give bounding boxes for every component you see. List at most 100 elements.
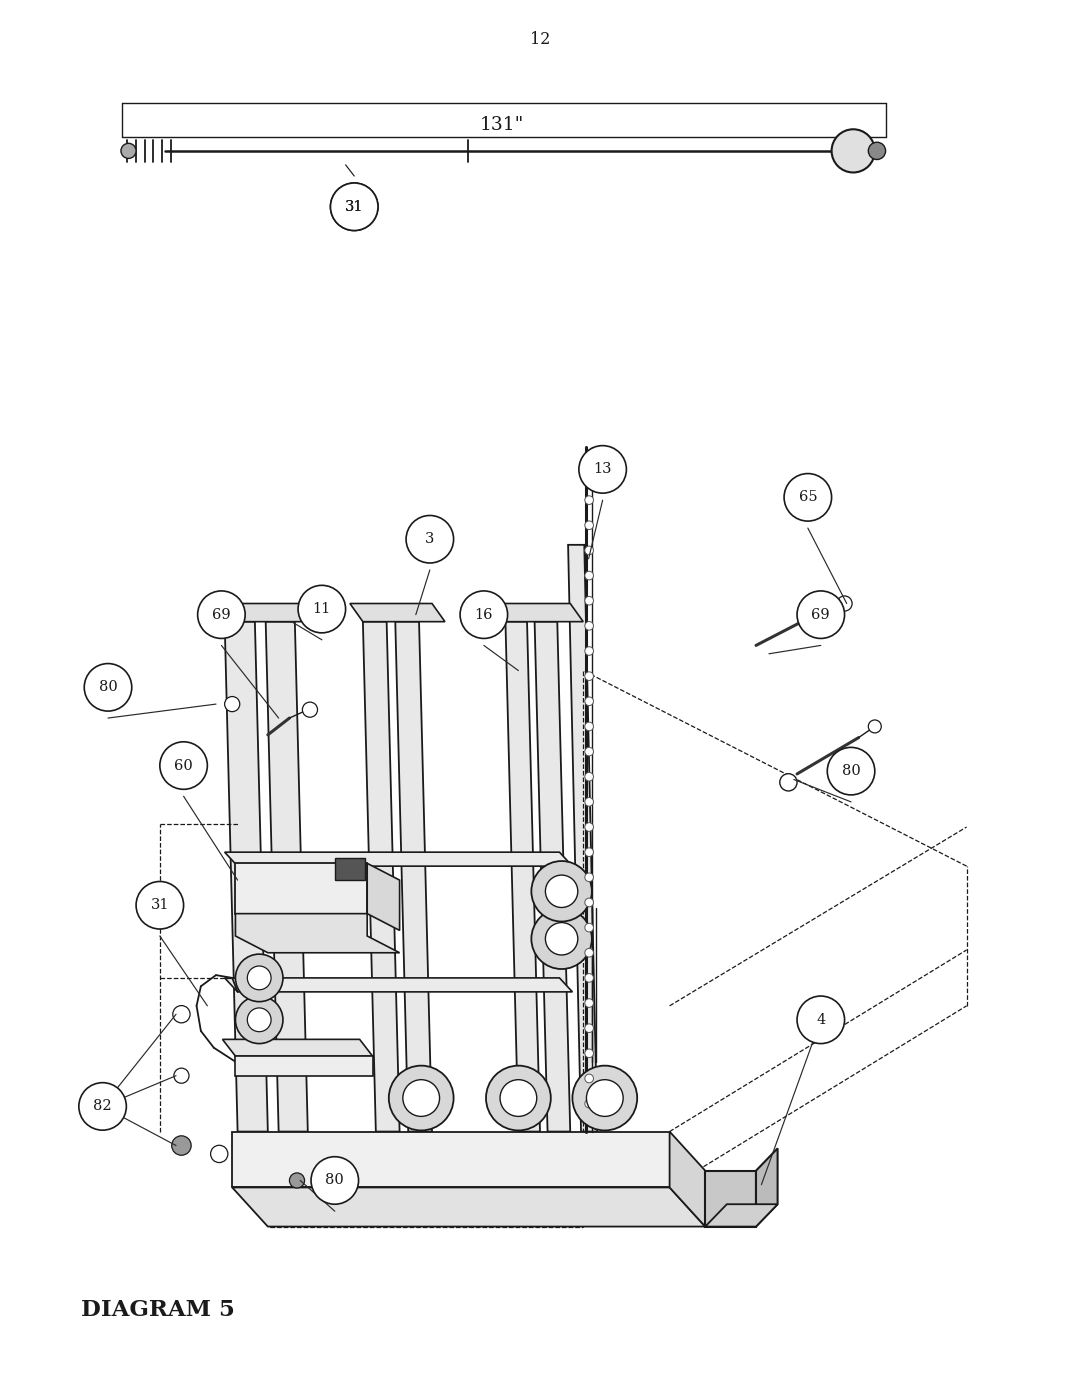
Circle shape xyxy=(780,774,797,791)
Circle shape xyxy=(84,664,132,711)
Circle shape xyxy=(827,747,875,795)
Text: 131": 131" xyxy=(480,116,525,134)
Circle shape xyxy=(585,1074,594,1083)
Circle shape xyxy=(585,1024,594,1032)
Circle shape xyxy=(545,922,578,956)
Circle shape xyxy=(585,974,594,982)
Circle shape xyxy=(585,471,594,479)
Circle shape xyxy=(289,1173,305,1187)
Polygon shape xyxy=(705,1204,778,1227)
Circle shape xyxy=(486,1066,551,1130)
Circle shape xyxy=(235,954,283,1002)
Circle shape xyxy=(572,1066,637,1130)
Circle shape xyxy=(585,1099,594,1108)
Circle shape xyxy=(585,622,594,630)
Circle shape xyxy=(586,1080,623,1116)
Text: 31: 31 xyxy=(150,898,170,912)
Text: 69: 69 xyxy=(811,608,831,622)
Polygon shape xyxy=(235,863,367,914)
Circle shape xyxy=(403,1080,440,1116)
Circle shape xyxy=(585,773,594,781)
Circle shape xyxy=(500,1080,537,1116)
Polygon shape xyxy=(225,978,572,992)
Circle shape xyxy=(389,1066,454,1130)
Circle shape xyxy=(585,722,594,731)
Circle shape xyxy=(585,496,594,504)
Polygon shape xyxy=(335,858,365,880)
Circle shape xyxy=(832,130,875,172)
Polygon shape xyxy=(232,1132,670,1187)
Circle shape xyxy=(311,1157,359,1204)
Polygon shape xyxy=(492,604,583,622)
Polygon shape xyxy=(222,1039,373,1056)
Text: 65: 65 xyxy=(798,490,818,504)
Circle shape xyxy=(585,647,594,655)
Polygon shape xyxy=(535,622,570,1132)
Text: 80: 80 xyxy=(98,680,118,694)
Polygon shape xyxy=(232,1187,705,1227)
Circle shape xyxy=(868,142,886,159)
Circle shape xyxy=(784,474,832,521)
Polygon shape xyxy=(266,622,308,1132)
Circle shape xyxy=(302,703,318,717)
Text: 16: 16 xyxy=(474,608,494,622)
Circle shape xyxy=(298,585,346,633)
Text: 60: 60 xyxy=(174,759,193,773)
Polygon shape xyxy=(350,604,445,622)
Circle shape xyxy=(579,446,626,493)
Circle shape xyxy=(330,183,378,231)
Text: 31: 31 xyxy=(345,200,364,214)
Circle shape xyxy=(173,1006,190,1023)
Polygon shape xyxy=(568,545,597,1132)
Circle shape xyxy=(172,1136,191,1155)
Circle shape xyxy=(585,923,594,932)
Circle shape xyxy=(545,875,578,908)
Polygon shape xyxy=(225,852,572,866)
Circle shape xyxy=(585,898,594,907)
Polygon shape xyxy=(505,622,540,1132)
Text: 82: 82 xyxy=(93,1099,112,1113)
Circle shape xyxy=(585,848,594,856)
Circle shape xyxy=(797,591,845,638)
Circle shape xyxy=(460,591,508,638)
Circle shape xyxy=(868,719,881,733)
Circle shape xyxy=(198,591,245,638)
Circle shape xyxy=(160,742,207,789)
Polygon shape xyxy=(211,604,322,622)
Circle shape xyxy=(531,908,592,970)
Circle shape xyxy=(211,1146,228,1162)
Circle shape xyxy=(585,546,594,555)
Text: 31: 31 xyxy=(345,200,364,214)
Text: 3: 3 xyxy=(426,532,434,546)
Text: 69: 69 xyxy=(212,608,231,622)
Circle shape xyxy=(79,1083,126,1130)
Circle shape xyxy=(585,697,594,705)
Circle shape xyxy=(136,882,184,929)
Circle shape xyxy=(235,996,283,1044)
Circle shape xyxy=(585,571,594,580)
Circle shape xyxy=(585,949,594,957)
Polygon shape xyxy=(367,863,400,930)
Text: 13: 13 xyxy=(593,462,612,476)
Circle shape xyxy=(837,597,852,610)
Text: 4: 4 xyxy=(816,1013,825,1027)
Polygon shape xyxy=(705,1171,756,1227)
Circle shape xyxy=(585,1049,594,1058)
Circle shape xyxy=(585,521,594,529)
Circle shape xyxy=(247,965,271,990)
Text: 80: 80 xyxy=(841,764,861,778)
Circle shape xyxy=(797,996,845,1044)
Circle shape xyxy=(585,747,594,756)
Circle shape xyxy=(585,873,594,882)
Polygon shape xyxy=(235,914,400,953)
Polygon shape xyxy=(235,1056,373,1076)
Circle shape xyxy=(406,515,454,563)
Circle shape xyxy=(330,183,378,231)
Polygon shape xyxy=(395,622,432,1132)
Text: DIAGRAM 5: DIAGRAM 5 xyxy=(81,1299,234,1322)
Text: 12: 12 xyxy=(530,31,550,47)
Circle shape xyxy=(531,861,592,922)
Polygon shape xyxy=(670,1132,705,1227)
Circle shape xyxy=(585,798,594,806)
Circle shape xyxy=(585,999,594,1007)
